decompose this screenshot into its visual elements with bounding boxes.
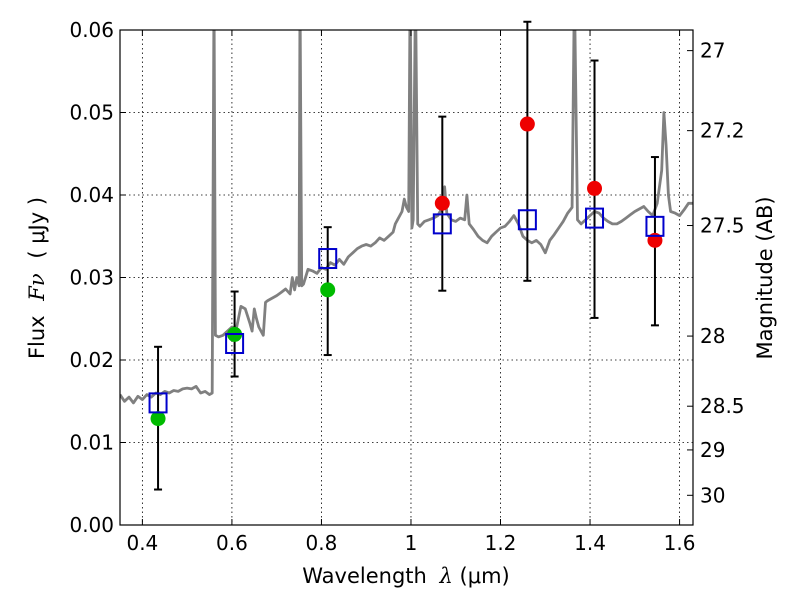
x-tick-label: 0.4 — [126, 531, 158, 555]
model-spectrum-line — [120, 30, 693, 405]
grid — [120, 30, 693, 525]
model-spectrum-layer — [120, 30, 693, 405]
y2-tick-label: 30 — [700, 483, 725, 507]
x-tick-label: 1.4 — [574, 531, 606, 555]
y-tick-label: 0.00 — [69, 513, 114, 537]
y2-tick-label: 28.5 — [700, 394, 745, 418]
x-tick-label: 1.6 — [664, 531, 696, 555]
y-tick-label: 0.01 — [69, 431, 114, 455]
green-data-point — [320, 282, 336, 298]
model-point — [585, 207, 605, 229]
x-tick-label: 0.6 — [216, 531, 248, 555]
y2-tick-label: 27 — [700, 39, 725, 63]
error-bars-layer — [154, 20, 659, 491]
y2-axis-ticks: 27 27.2 27.5 28 28.5 29 30 — [687, 39, 745, 507]
y-tick-label: 0.05 — [69, 101, 114, 125]
red-data-point — [587, 180, 603, 196]
green-data-point — [150, 411, 166, 427]
y-tick-label: 0.02 — [69, 348, 114, 372]
y-axis-ticks: 0.00 0.01 0.02 0.03 0.04 0.05 0.06 — [69, 18, 126, 537]
model-point — [225, 333, 245, 354]
x-axis-label: Wavelength λ (μm) — [302, 564, 509, 588]
y-axis-label: Flux Fν ( μJy ) — [25, 197, 49, 359]
y-tick-label: 0.06 — [69, 18, 114, 42]
x-axis-ticks: 0.4 0.6 0.8 1 1.2 1.4 1.6 — [126, 30, 695, 555]
x-tick-label: 1 — [405, 531, 418, 555]
y2-axis-label: Magnitude (AB) — [753, 196, 777, 359]
y-tick-label: 0.03 — [69, 266, 114, 290]
model-point — [318, 248, 338, 270]
model-point — [517, 209, 537, 231]
model-point — [432, 213, 452, 235]
red-data-point — [434, 195, 450, 211]
model-point — [148, 392, 168, 414]
y2-tick-label: 28 — [700, 324, 725, 348]
y-tick-label: 0.04 — [69, 183, 114, 207]
y2-tick-label: 27.2 — [700, 119, 745, 143]
data-points-layer — [150, 116, 663, 427]
x-tick-label: 1.2 — [485, 531, 517, 555]
x-tick-label: 0.8 — [306, 531, 338, 555]
y2-tick-label: 27.5 — [700, 214, 745, 238]
model-point — [645, 215, 665, 237]
model-points-layer — [148, 207, 665, 414]
red-data-point — [519, 116, 535, 132]
y2-tick-label: 29 — [700, 438, 725, 462]
